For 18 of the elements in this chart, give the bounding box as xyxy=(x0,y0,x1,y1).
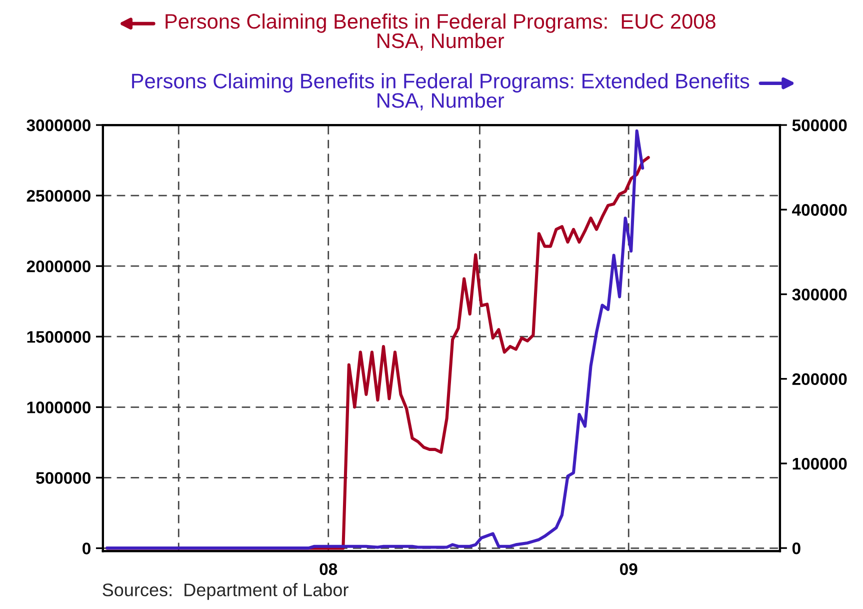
legend-label: Persons Claiming Benefits in Federal Programs: EUC 2008 NSA, Number xyxy=(166,13,716,51)
y-tick-label: 1500000 xyxy=(27,331,90,343)
x-tick-label: 08 xyxy=(320,563,338,576)
y-tick-label: 2500000 xyxy=(26,190,90,202)
source-note: Sources: Department of Labor xyxy=(102,583,348,600)
y-tick-label: 500000 xyxy=(36,472,90,484)
y-tick-label: 2000000 xyxy=(26,260,90,272)
y2-tick-label: 400000 xyxy=(792,204,847,216)
y2-tick-label: 100000 xyxy=(792,458,847,470)
y-tick-label: 3000000 xyxy=(26,119,90,132)
y-tick-label: 0 xyxy=(82,542,90,554)
y2-tick-label: 500000 xyxy=(792,119,847,132)
x-tick-label: 09 xyxy=(620,563,638,576)
y2-tick-label: 200000 xyxy=(792,373,847,386)
text: Persons Claiming Benefits in Federal Programs: Extended Benefits NSA, Number xyxy=(132,73,750,110)
y-tick-label: 1000000 xyxy=(27,402,90,414)
y2-tick-label: 0 xyxy=(792,542,800,554)
y2-tick-label: 300000 xyxy=(792,288,847,300)
